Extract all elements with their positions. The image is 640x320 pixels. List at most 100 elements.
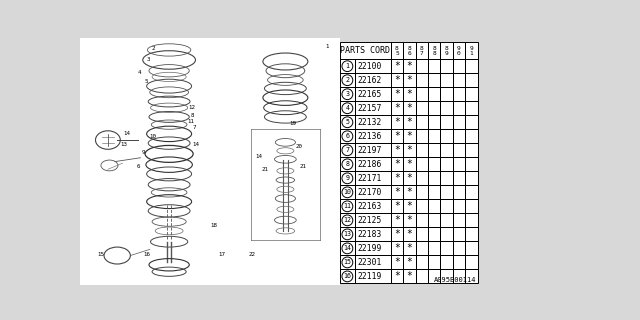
Bar: [440, 199, 452, 213]
Bar: [428, 101, 440, 115]
Text: 20: 20: [296, 144, 303, 149]
Bar: [465, 255, 477, 269]
Text: *: *: [406, 117, 412, 127]
Bar: [355, 269, 391, 284]
Text: *: *: [406, 201, 412, 211]
Bar: [428, 157, 440, 171]
Bar: [391, 73, 403, 87]
Bar: [452, 115, 465, 129]
Bar: [440, 59, 452, 73]
Text: *: *: [394, 159, 400, 169]
Bar: [355, 255, 391, 269]
Bar: [403, 185, 415, 199]
Bar: [452, 59, 465, 73]
Bar: [340, 171, 355, 185]
Bar: [391, 59, 403, 73]
Text: *: *: [406, 271, 412, 281]
Bar: [403, 171, 415, 185]
Bar: [452, 185, 465, 199]
Text: *: *: [394, 173, 400, 183]
Text: *: *: [394, 131, 400, 141]
Text: *: *: [406, 244, 412, 253]
Text: *: *: [406, 145, 412, 155]
Bar: [391, 213, 403, 227]
Text: 13: 13: [344, 231, 351, 237]
Text: *: *: [406, 159, 412, 169]
Text: 22162: 22162: [358, 76, 382, 85]
Bar: [440, 171, 452, 185]
Text: 12: 12: [189, 105, 195, 110]
Bar: [428, 255, 440, 269]
Bar: [340, 199, 355, 213]
Bar: [415, 227, 428, 241]
Bar: [465, 157, 477, 171]
Text: 2: 2: [152, 46, 156, 51]
Bar: [355, 101, 391, 115]
Text: *: *: [394, 201, 400, 211]
Bar: [415, 59, 428, 73]
Bar: [340, 42, 477, 284]
Bar: [415, 255, 428, 269]
Text: 22165: 22165: [358, 90, 382, 99]
Bar: [428, 199, 440, 213]
Bar: [403, 213, 415, 227]
Bar: [465, 59, 477, 73]
Bar: [440, 185, 452, 199]
Text: 22171: 22171: [358, 174, 382, 183]
Bar: [440, 227, 452, 241]
Bar: [340, 241, 355, 255]
Bar: [465, 185, 477, 199]
Bar: [355, 73, 391, 87]
Bar: [403, 129, 415, 143]
Text: *: *: [394, 244, 400, 253]
Bar: [415, 101, 428, 115]
Text: *: *: [394, 61, 400, 71]
Circle shape: [342, 117, 353, 128]
Bar: [391, 199, 403, 213]
Text: *: *: [406, 89, 412, 99]
Bar: [415, 213, 428, 227]
Bar: [428, 73, 440, 87]
Text: 22136: 22136: [358, 132, 382, 141]
Text: 22183: 22183: [358, 230, 382, 239]
Bar: [465, 87, 477, 101]
Bar: [340, 115, 355, 129]
Text: *: *: [406, 229, 412, 239]
Bar: [391, 185, 403, 199]
Bar: [428, 59, 440, 73]
Bar: [440, 255, 452, 269]
Bar: [440, 129, 452, 143]
Text: *: *: [394, 187, 400, 197]
Text: 22197: 22197: [358, 146, 382, 155]
Circle shape: [342, 173, 353, 184]
Bar: [340, 269, 355, 284]
Text: PARTS CORD: PARTS CORD: [340, 46, 390, 55]
Circle shape: [342, 75, 353, 86]
Bar: [465, 227, 477, 241]
Bar: [355, 87, 391, 101]
Text: 13: 13: [120, 142, 127, 147]
Bar: [428, 185, 440, 199]
Circle shape: [342, 61, 353, 72]
Text: 12: 12: [344, 217, 351, 223]
Bar: [415, 143, 428, 157]
Circle shape: [342, 215, 353, 226]
Circle shape: [342, 229, 353, 240]
Text: 1: 1: [325, 44, 328, 49]
Bar: [415, 73, 428, 87]
Bar: [415, 129, 428, 143]
Circle shape: [342, 159, 353, 170]
Text: *: *: [394, 257, 400, 268]
Text: 7: 7: [193, 125, 196, 130]
Bar: [440, 269, 452, 284]
Text: 19: 19: [289, 121, 296, 126]
Bar: [465, 101, 477, 115]
Text: 4: 4: [138, 70, 141, 75]
Text: 6: 6: [346, 133, 349, 139]
Bar: [452, 199, 465, 213]
Bar: [340, 185, 355, 199]
Bar: [340, 101, 355, 115]
Text: 22132: 22132: [358, 118, 382, 127]
Bar: [415, 87, 428, 101]
Text: 14: 14: [193, 142, 200, 147]
